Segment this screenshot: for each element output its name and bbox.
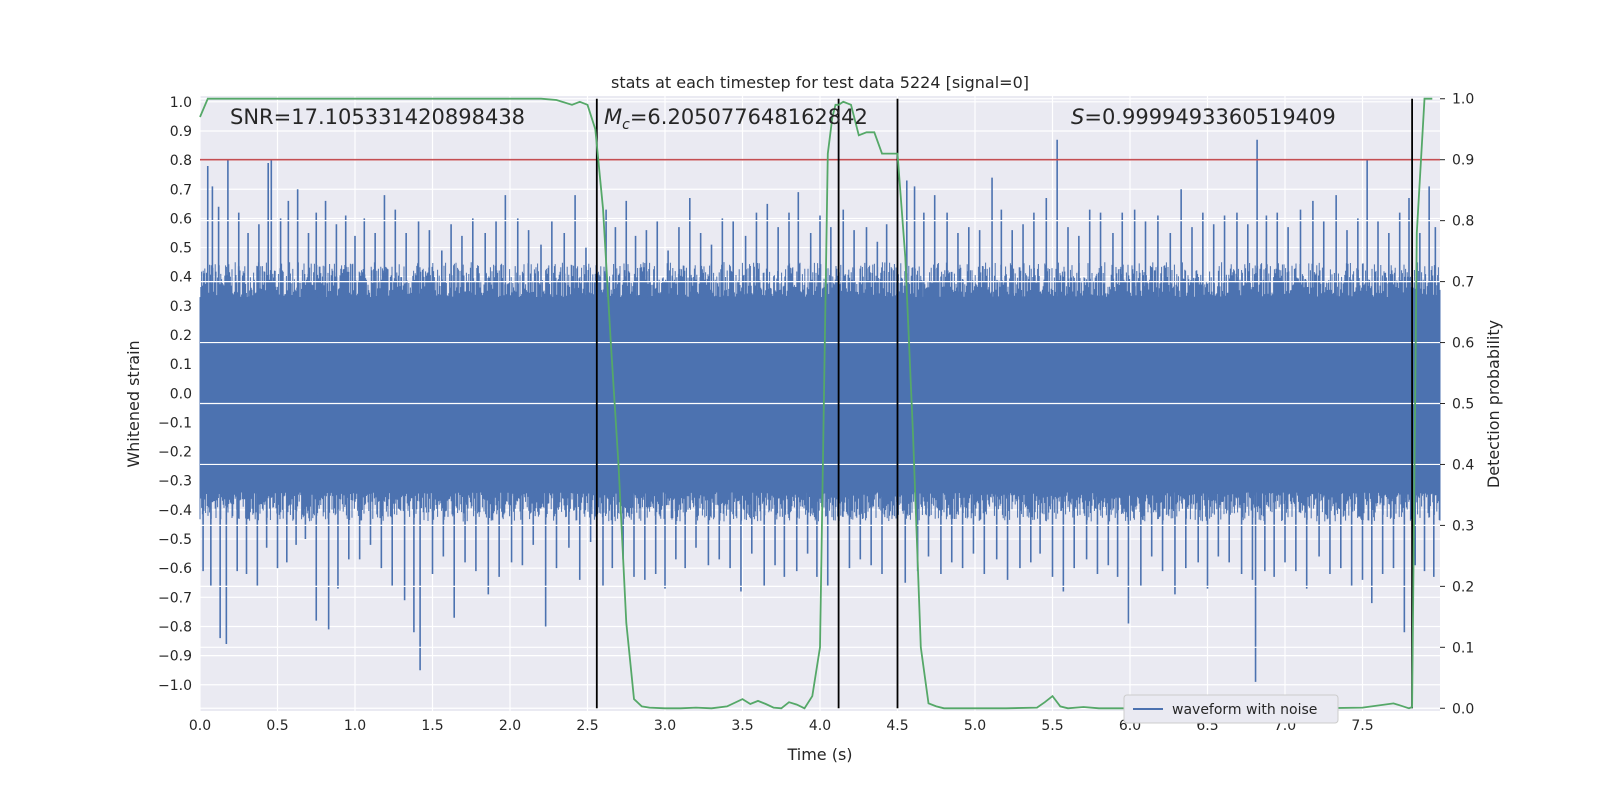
y-tick-label: 0.2 [170, 328, 192, 344]
y2-tick-label: 0.4 [1452, 457, 1474, 473]
vertical-markers [595, 98, 1413, 709]
significance-symbol: S [1071, 105, 1084, 129]
x-tick-label: 1.0 [344, 718, 366, 734]
y2-tick-label: 0.7 [1452, 275, 1474, 291]
y2-tick-label: 0.1 [1452, 640, 1474, 656]
y2-tick-label: 0.2 [1452, 579, 1474, 595]
y2-tick-label: 0.6 [1452, 336, 1474, 352]
y2-tick-label: 1.0 [1452, 92, 1474, 108]
x-tick-label: 4.0 [809, 718, 831, 734]
significance-annotation: S=0.9999493360519409 [1071, 105, 1336, 129]
y2-tick-label: 0.3 [1452, 518, 1474, 534]
y2-tick-label: 0.5 [1452, 397, 1474, 413]
y-tick-label: −1.0 [158, 678, 192, 694]
waveform-series [199, 98, 1441, 709]
y-tick-label: −0.3 [158, 474, 192, 490]
y-tick-label: 0.8 [170, 153, 192, 169]
y-axis-label: Whitened strain [124, 340, 143, 467]
y-tick-label: −0.8 [158, 619, 192, 635]
x-tick-label: 1.5 [421, 718, 443, 734]
x-tick-label: 3.5 [731, 718, 753, 734]
x-tick-label: 2.5 [576, 718, 598, 734]
y2-tick-label: 0.9 [1452, 153, 1474, 169]
y-tick-label: −0.9 [158, 649, 192, 665]
chirp-mass-subscript: c [622, 117, 630, 133]
x-tick-label: 4.5 [886, 718, 908, 734]
chart-title: stats at each timestep for test data 522… [611, 73, 1029, 92]
y2-tick-label: 0.8 [1452, 214, 1474, 230]
x-tick-label: 7.5 [1351, 718, 1373, 734]
y-tick-label: −0.4 [158, 503, 192, 519]
probability-series [199, 97, 1433, 710]
x-axis-label: Time (s) [786, 745, 852, 764]
y-tick-label: 0.4 [170, 270, 192, 286]
y-axis-ticks: 1.0 0.9 0.8 0.7 0.6 0.5 0.4 0.3 0.2 0.1 0.0 −0.1 −0.… [158, 95, 192, 694]
y2-axis-label: Detection probability [1484, 320, 1503, 488]
x-tick-label: 2.0 [499, 718, 521, 734]
y-tick-label: 1.0 [170, 95, 192, 111]
x-axis-ticks: 0.0 0.5 1.0 1.5 2.0 2.5 3.0 3.5 4.0 4.5 5.0 5.5 6.0 6… [189, 718, 1374, 734]
snr-annotation: SNR=17.105331420898438 [230, 105, 525, 129]
y-tick-label: 0.6 [170, 211, 192, 227]
x-tick-label: 5.5 [1041, 718, 1063, 734]
y-tick-label: −0.6 [158, 561, 192, 577]
y2-axis-ticks: 0.0 0.1 0.2 0.3 0.4 0.5 0.6 0.7 0.8 0.9 1.0 [1440, 92, 1474, 717]
legend-label: waveform with noise [1172, 702, 1317, 718]
legend-box [1123, 694, 1339, 724]
y-tick-label: −0.1 [158, 415, 192, 431]
chirp-mass-annotation: Mc=6.205077648162842 [604, 105, 868, 133]
x-tick-label: 3.0 [654, 718, 676, 734]
x-tick-label: 0.0 [189, 718, 211, 734]
y-tick-label: 0.1 [170, 357, 192, 373]
y-tick-label: −0.5 [158, 532, 192, 548]
x-tick-label: 0.5 [266, 718, 288, 734]
y-tick-label: −0.7 [158, 590, 192, 606]
probability-line [199, 97, 1433, 710]
y-tick-label: 0.9 [170, 124, 192, 140]
y2-tick-label: 0.0 [1452, 701, 1474, 717]
y-tick-label: 0.0 [170, 386, 192, 402]
x-tick-label: 5.0 [964, 718, 986, 734]
y-tick-label: 0.5 [170, 241, 192, 257]
y-tick-label: 0.7 [170, 182, 192, 198]
legend: waveform with noise [1123, 694, 1339, 724]
y-tick-label: −0.2 [158, 445, 192, 461]
significance-value: =0.9999493360519409 [1084, 105, 1335, 129]
chirp-mass-symbol: M [604, 105, 622, 129]
chirp-mass-value: =6.205077648162842 [630, 105, 868, 129]
y-tick-label: 0.3 [170, 299, 192, 315]
